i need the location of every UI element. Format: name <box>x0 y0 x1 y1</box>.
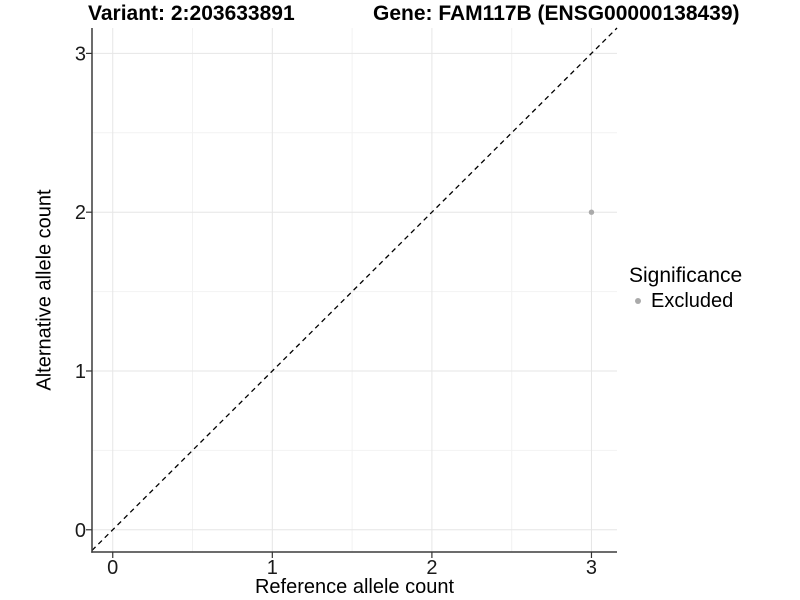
x-tick-label: 0 <box>107 557 118 579</box>
x-axis-title: Reference allele count <box>254 576 454 598</box>
legend-item-excluded: Excluded <box>629 290 742 312</box>
legend: Significance Excluded <box>629 263 742 312</box>
y-axis-title: Alternative allele count <box>33 189 56 391</box>
plot-title-variant: Variant: 2:203633891 <box>88 2 295 25</box>
identity-dashed-line <box>91 27 618 551</box>
plot-title-gene: Gene: FAM117B (ENSG00000138439) <box>373 2 740 25</box>
y-tick-label: 0 <box>75 520 86 542</box>
circle-icon <box>635 298 641 304</box>
y-tick-label: 1 <box>75 361 86 383</box>
legend-item-label: Excluded <box>651 290 734 312</box>
y-tick-label: 3 <box>75 43 86 65</box>
legend-title: Significance <box>629 264 743 287</box>
x-tick-label: 2 <box>426 557 437 579</box>
y-tick-label: 2 <box>75 202 86 224</box>
data-point-excluded <box>588 209 595 215</box>
x-tick-label: 3 <box>586 557 597 579</box>
legend-key <box>629 298 647 304</box>
x-tick-label: 1 <box>267 557 278 579</box>
